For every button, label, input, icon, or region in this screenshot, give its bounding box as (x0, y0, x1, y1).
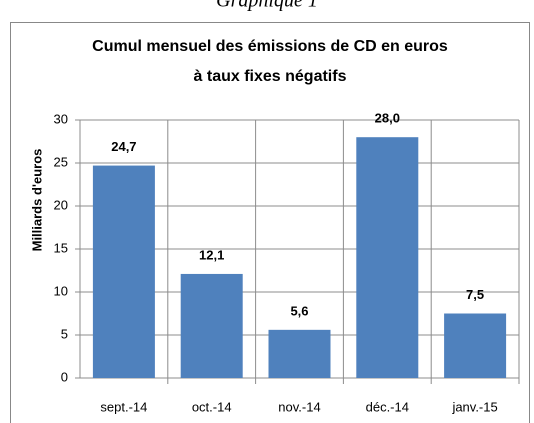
chart-title: Cumul mensuel des émissions de CD en eur… (92, 38, 448, 55)
y-tick-label: 0 (61, 369, 68, 384)
y-tick-label: 25 (54, 154, 68, 169)
y-tick-label: 20 (54, 197, 68, 212)
data-label: 5,6 (290, 303, 308, 318)
x-tick-label: janv.-15 (451, 399, 497, 414)
bar (268, 329, 331, 378)
bar (92, 165, 155, 378)
data-label: 28,0 (375, 111, 400, 126)
bar (180, 273, 243, 378)
y-tick-label: 10 (54, 283, 68, 298)
x-tick-label: sept.-14 (100, 399, 147, 414)
x-tick-label: déc.-14 (366, 399, 409, 414)
data-label: 7,5 (466, 287, 484, 302)
chart-title: à taux fixes négatifs (194, 68, 347, 85)
y-tick-label: 5 (61, 326, 68, 341)
x-tick-label: nov.-14 (278, 399, 320, 414)
data-label: 12,1 (199, 247, 224, 262)
y-axis-label: Milliards d'euros (29, 149, 44, 252)
x-tick-label: oct.-14 (192, 399, 232, 414)
data-label: 24,7 (111, 139, 136, 154)
caption: Graphique 1 (216, 0, 318, 12)
y-tick-label: 15 (54, 240, 68, 255)
bar (356, 137, 419, 378)
y-tick-label: 30 (54, 111, 68, 126)
bar (444, 313, 507, 378)
